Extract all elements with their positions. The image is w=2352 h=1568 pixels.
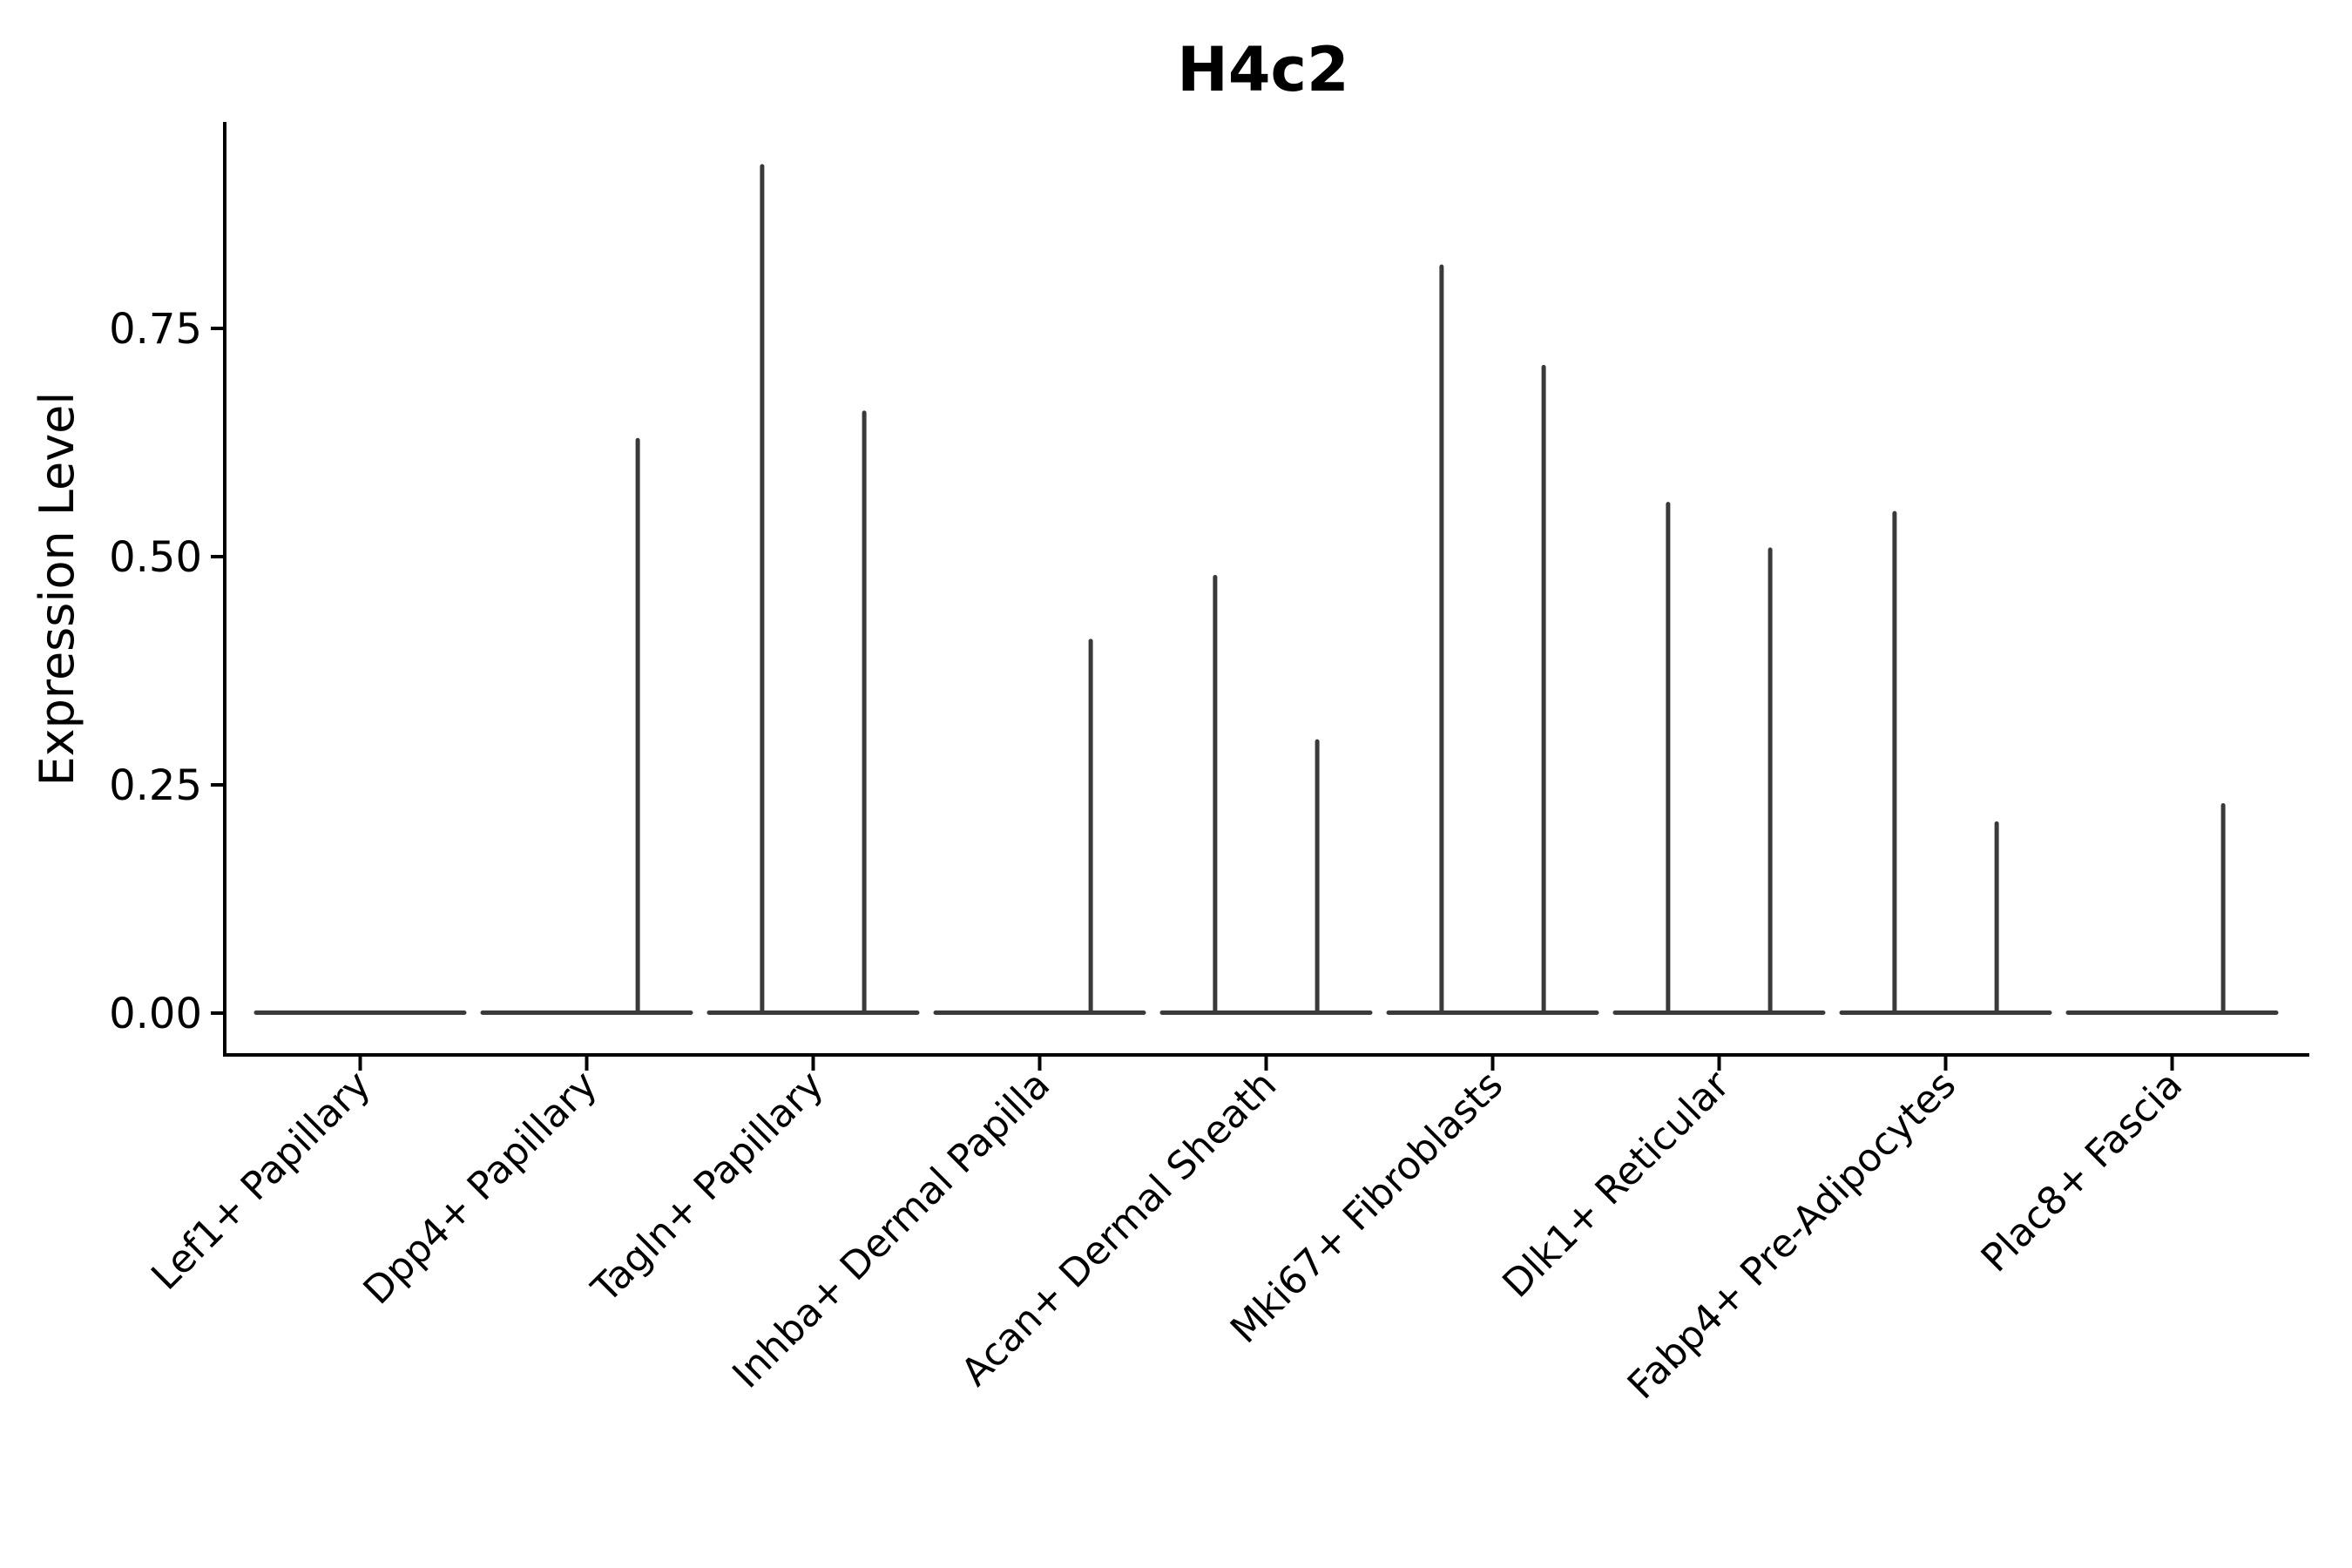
x-tick-label: Dlk1+ Reticular (1494, 1062, 1739, 1307)
x-tick-label: Plac8+ Fascia (1973, 1063, 2192, 1281)
y-tick-label: 0.25 (109, 761, 202, 810)
y-tick-layer: 0.00 0.25 0.50 0.75 (109, 305, 225, 1038)
y-tick-label: 0.00 (109, 990, 202, 1038)
x-tick-label: Lef1+ Papillary (143, 1063, 379, 1299)
x-tick-label: Dpp4+ Papillary (355, 1063, 606, 1314)
y-tick-label: 0.75 (109, 305, 202, 354)
x-tick-label: Tagln+ Papillary (583, 1063, 832, 1312)
violin-layer (253, 164, 2279, 1015)
y-axis-title: Expression Level (30, 392, 84, 787)
chart-title: H4c2 (1177, 34, 1349, 105)
y-tick-label: 0.50 (109, 533, 202, 582)
